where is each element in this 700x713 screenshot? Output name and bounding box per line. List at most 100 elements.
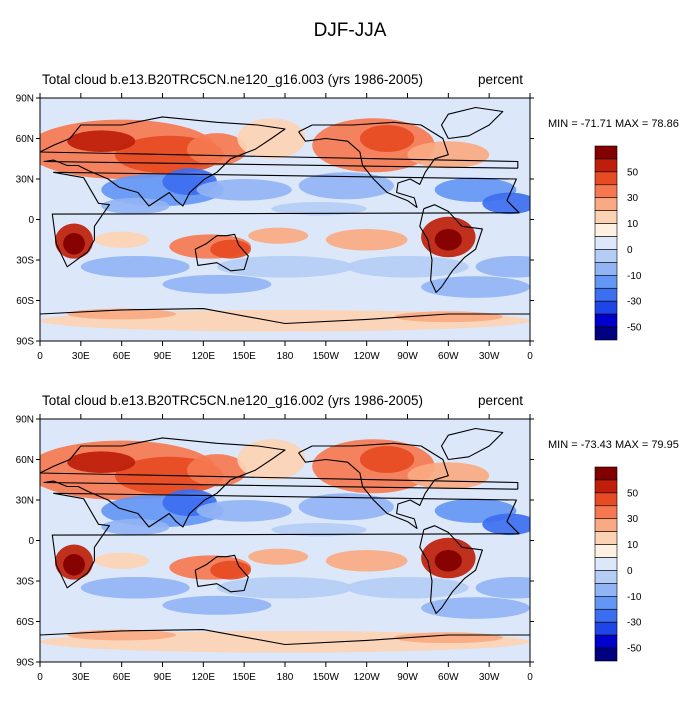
lon-tick-label: 0 [37,672,43,683]
lon-tick-label: 30W [479,672,500,683]
contour-region [67,451,136,473]
colorbar-box [594,262,618,276]
lat-tick-label: 60S [16,617,34,628]
lat-tick-label: 30S [16,256,34,267]
colorbar-label: 0 [627,245,633,256]
lon-tick-label: 90W [397,672,418,683]
contour-region [80,255,190,278]
colorbar-label: -10 [627,592,642,603]
lat-tick-label: 60N [16,455,34,466]
contour-region [94,552,149,569]
lat-tick-label: 30S [16,577,34,588]
colorbar-box [594,236,618,250]
colorbar-label: -50 [627,323,642,334]
lat-tick-label: 0 [28,536,34,547]
coastline [51,171,520,268]
panel-units-label: percent [478,72,524,87]
lat-tick-label: 90S [16,337,34,348]
colorbar-box [594,492,618,507]
lat-tick-label: 90S [16,658,34,669]
coastline [39,437,519,528]
contour-region [162,595,272,615]
contour-region [63,554,85,576]
colorbar-box [594,557,618,571]
panel-units-label: percent [478,393,524,408]
colorbar-box [594,621,618,636]
lon-tick-label: 30W [479,351,500,362]
colorbar-box [594,171,618,186]
contour-region [421,276,530,298]
colorbar-label: -30 [627,618,642,629]
colorbar-box [594,544,618,558]
contour-region [434,228,462,251]
colorbar-box [594,300,618,315]
colorbar-box [594,210,618,224]
contour-field [40,98,530,341]
contour-region [210,560,251,580]
contour-region [359,125,415,152]
lat-tick-label: 90N [16,94,34,105]
colorbar-box [594,596,618,610]
contour-region [475,576,530,599]
colorbar-box [594,249,618,263]
contour-region [482,513,530,536]
lon-tick-label: 30E [72,672,90,683]
colorbar-box [594,287,618,302]
colorbar-label: -10 [627,271,642,282]
contour-region [248,548,309,565]
lon-tick-label: 150E [232,351,256,362]
contour-region [271,522,367,537]
colorbar: 50 30 10 0 -10 -30 -50 [594,466,642,662]
colorbar-box [594,531,618,545]
coastlines [39,427,530,646]
contour-region [67,130,136,152]
coastline [194,554,249,593]
colorbar: 50 30 10 0 -10 -30 -50 [594,145,642,341]
colorbar-label: 50 [627,488,639,499]
contour-region [210,239,251,259]
contour-region [271,201,367,216]
contour-region [80,576,190,599]
map-panel-1: Total cloud b.e13.B20TRC5CN.ne120_g16.00… [0,72,700,392]
figure-title: DJF-JJA [313,20,387,41]
contour-region [196,500,292,522]
colorbar-box [594,184,618,199]
lon-tick-label: 60W [438,672,459,683]
coastline [419,204,483,293]
contour-region [216,576,354,599]
min-max-label: MIN = -73.43 MAX = 79.95 [548,439,679,451]
lat-tick-label: 30N [16,496,34,507]
lon-tick-label: 0 [37,351,43,362]
lat-tick-label: 60N [16,134,34,145]
contour-region [475,255,530,278]
contour-region [421,597,530,619]
panel-center-title: b.e13.B20TRC5CN.ne120_g16.003 (yrs 1986-… [110,72,423,87]
lon-tick-label: 180 [277,351,294,362]
lon-tick-label: 120W [354,672,381,683]
lon-tick-label: 60E [113,672,131,683]
panel-left-title: Total cloud [42,72,107,87]
contour-region [346,255,469,278]
lon-tick-label: 120E [192,351,216,362]
colorbar-box [594,313,618,328]
lon-tick-label: 90W [397,351,418,362]
contour-region [101,518,170,536]
colorbar-box [594,326,618,341]
lat-tick-label: 90N [16,415,34,426]
lat-tick-label: 60S [16,296,34,307]
colorbar-box [594,479,618,494]
contour-region [346,576,469,599]
lon-tick-label: 120W [354,351,381,362]
coastline [39,116,519,207]
colorbar-box [594,466,618,481]
colorbar-label: 50 [627,167,639,178]
lat-tick-label: 0 [28,215,34,226]
contour-region [482,192,530,215]
colorbar-label: 10 [627,219,639,230]
lon-tick-label: 0 [527,351,533,362]
colorbar-label: 10 [627,540,639,551]
colorbar-box [594,223,618,237]
panel-left-title: Total cloud [42,393,107,408]
colorbar-label: 30 [627,514,639,525]
contour-region [94,231,149,248]
